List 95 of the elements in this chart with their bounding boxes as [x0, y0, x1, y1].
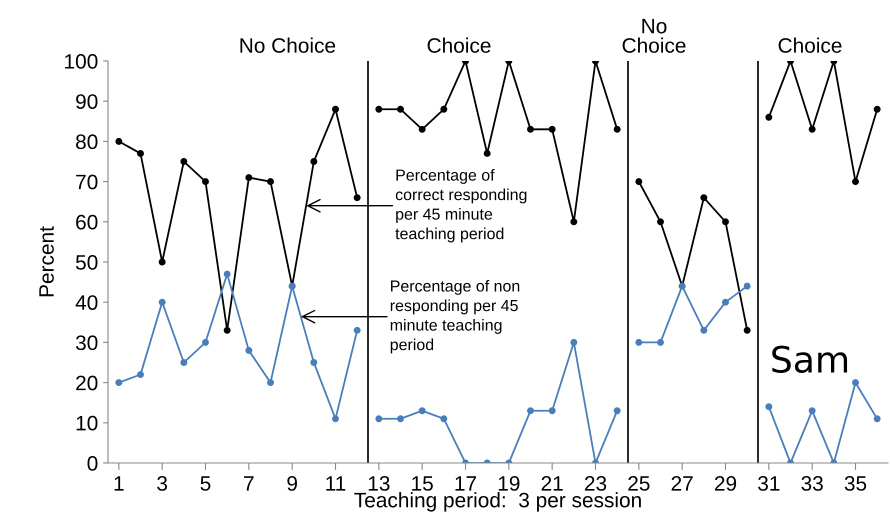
point — [852, 379, 859, 386]
point — [657, 338, 664, 346]
x-tick-label: 1 — [114, 476, 124, 491]
point — [397, 415, 404, 422]
point — [202, 338, 209, 346]
point — [614, 126, 621, 133]
point — [614, 407, 621, 414]
y-tick-label: 70 — [76, 174, 98, 190]
x-tick-label: 5 — [200, 476, 210, 491]
point — [874, 415, 881, 422]
y-tick-label: 50 — [76, 255, 98, 270]
point — [722, 218, 729, 226]
point — [440, 415, 448, 422]
y-tick-label: 20 — [76, 376, 98, 390]
x-tick-label: 29 — [714, 476, 736, 491]
point — [548, 126, 556, 133]
y-tick-label: 30 — [76, 335, 98, 350]
point — [744, 326, 751, 334]
point — [245, 346, 252, 354]
x-tick-label: 33 — [801, 476, 823, 491]
text: No Choice — [622, 18, 686, 53]
point — [224, 270, 231, 278]
point — [375, 415, 382, 422]
x-tick-label: 23 — [584, 476, 606, 491]
point — [397, 106, 404, 113]
point — [115, 138, 122, 145]
point — [722, 298, 729, 306]
text: Choice — [428, 38, 490, 53]
point — [527, 126, 534, 133]
x-tick-label: 11 — [326, 476, 346, 491]
point — [418, 126, 426, 133]
point — [158, 298, 166, 306]
annotation: Sam — [772, 346, 848, 373]
point — [570, 218, 578, 226]
point — [245, 174, 252, 182]
point — [635, 338, 642, 346]
text: No Choice — [240, 38, 336, 53]
x-tick-label: 13 — [368, 476, 390, 491]
point — [158, 258, 166, 266]
x-tick-label: 25 — [628, 476, 650, 491]
point — [375, 106, 382, 113]
y-tick-label: 40 — [76, 295, 98, 310]
x-tick-label: 27 — [672, 476, 693, 491]
point — [548, 407, 556, 414]
y-tick-label: 100 — [65, 54, 98, 69]
point — [808, 407, 816, 414]
point — [808, 126, 816, 133]
point — [657, 218, 664, 226]
point — [137, 150, 144, 157]
point — [635, 178, 642, 186]
x-tick-label: 7 — [244, 476, 254, 491]
point — [484, 150, 491, 157]
point — [180, 158, 188, 165]
point — [354, 326, 361, 334]
x-tick-label: 9 — [287, 476, 297, 491]
y-tick-label: 80 — [76, 134, 98, 150]
point — [527, 407, 534, 414]
x-tick-label: 3 — [157, 476, 168, 491]
point — [180, 359, 188, 366]
y-axis-title: Percent — [39, 226, 54, 296]
y-tick-label: 10 — [76, 416, 98, 431]
point — [267, 379, 274, 386]
point — [310, 359, 318, 366]
point — [224, 326, 231, 334]
point — [874, 106, 881, 113]
point — [137, 371, 144, 378]
point — [570, 338, 578, 346]
x-tick-label: 35 — [844, 476, 866, 491]
point — [440, 106, 448, 113]
point — [700, 194, 708, 202]
x-tick-label: 15 — [412, 476, 433, 491]
point — [852, 178, 859, 186]
x-axis-title: Teaching period: 3 per session — [354, 492, 641, 512]
y-tick-label: 90 — [76, 94, 98, 109]
x-tick-label: 17 — [456, 476, 476, 491]
point — [765, 114, 772, 121]
x-tick-label: 21 — [542, 476, 563, 491]
point — [310, 158, 318, 165]
y-tick-label: 60 — [76, 214, 98, 230]
x-tick-label: 19 — [498, 476, 520, 491]
annotation: Percentage of correct responding per 45 minute teaching period — [395, 169, 526, 242]
text: Choice — [778, 38, 842, 53]
y-tick-label: 0 — [88, 456, 98, 471]
annotation: Percentage of non responding per 45 minute teaching period — [390, 280, 520, 354]
point — [267, 178, 274, 186]
point — [765, 403, 772, 410]
point — [418, 407, 426, 414]
point — [744, 282, 751, 290]
x-tick-label: 31 — [758, 476, 780, 491]
point — [700, 326, 708, 334]
point — [202, 178, 209, 186]
point — [332, 106, 339, 113]
point — [354, 194, 361, 202]
point — [332, 415, 339, 422]
point — [115, 379, 122, 386]
